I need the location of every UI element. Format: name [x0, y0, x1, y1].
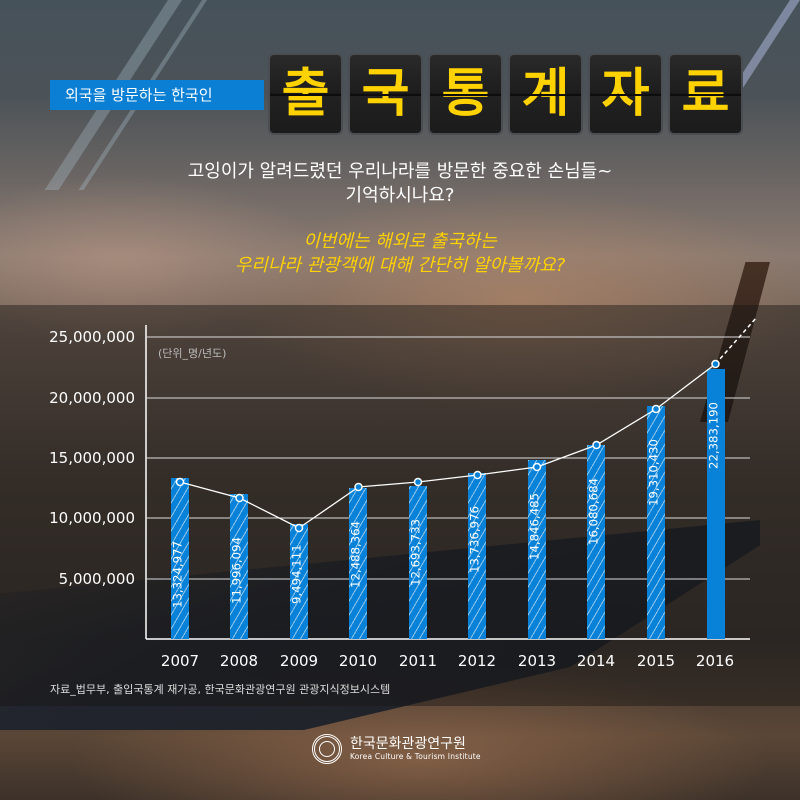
- bar-value: 16,080,684: [588, 478, 601, 545]
- y-tick-20m: 20,000,000: [49, 389, 135, 407]
- bar-2014: 16,080,684: [587, 445, 605, 639]
- bar-2008: 11,996,094: [230, 494, 248, 639]
- x-tick: 2013: [517, 652, 557, 670]
- source-note: 자료_법무부, 출입국통계 재가공, 한국문화관광연구원 관광지식정보시스템: [50, 683, 391, 696]
- bar-value: 9,494,111: [291, 544, 304, 604]
- bar-2007: 13,324,977: [171, 478, 189, 639]
- bar-value: 13,736,976: [469, 506, 482, 573]
- x-tick: 2014: [576, 652, 616, 670]
- bar-2010: 12,488,364: [349, 488, 367, 639]
- title-tile: 료: [668, 53, 743, 135]
- bar-value: 12,693,733: [410, 519, 423, 586]
- intro-white-line2: 기억하시나요?: [345, 185, 455, 206]
- intro-yellow-line1: 이번에는 해외로 출국하는: [303, 231, 497, 252]
- intro-highlight: 이번에는 해외로 출국하는 우리나라 관광객에 대해 간단히 알아볼까요?: [0, 230, 800, 278]
- bar-2013: 14,846,485: [528, 460, 546, 639]
- intro-white-line1: 고잉이가 알려드렸던 우리나라를 방문한 중요한 손님들~: [187, 161, 613, 182]
- x-tick: 2009: [279, 652, 319, 670]
- x-tick: 2011: [398, 652, 438, 670]
- x-tick: 2008: [219, 652, 259, 670]
- y-tick-15m: 15,000,000: [49, 449, 135, 467]
- institute-logo: 한국문화관광연구원 Korea Culture & Tourism Instit…: [312, 734, 481, 764]
- x-tick: 2012: [457, 652, 497, 670]
- bar-value: 22,383,190: [708, 402, 721, 469]
- title-flipboard: 출 국 통 계 자 료: [268, 53, 743, 135]
- intro-question: 고잉이가 알려드렸던 우리나라를 방문한 중요한 손님들~ 기억하시나요?: [0, 160, 800, 208]
- bar-value: 14,846,485: [529, 493, 542, 560]
- intro-yellow-line2: 우리나라 관광객에 대해 간단히 알아볼까요?: [234, 255, 566, 276]
- logo-name-en: Korea Culture & Tourism Institute: [350, 752, 481, 761]
- logo-ring-icon: [312, 734, 342, 764]
- title-tile: 통: [428, 53, 503, 135]
- x-tick: 2010: [338, 652, 378, 670]
- bar-value: 19,310,430: [648, 439, 661, 506]
- y-tick-25m: 25,000,000: [49, 328, 135, 346]
- title-tile: 계: [508, 53, 583, 135]
- bar-2011: 12,693,733: [409, 486, 427, 639]
- y-tick-5m: 5,000,000: [58, 570, 135, 588]
- unit-label: (단위_명/년도): [158, 347, 227, 360]
- bar-value: 12,488,364: [350, 521, 363, 588]
- title-tile: 국: [348, 53, 423, 135]
- bar-2012: 13,736,976: [468, 473, 486, 639]
- bar-2015: 19,310,430: [647, 406, 665, 639]
- subtitle-tag: 외국을 방문하는 한국인: [50, 80, 264, 110]
- bar-value: 11,996,094: [231, 537, 244, 604]
- bar-2016: 22,383,190: [707, 369, 725, 639]
- title-tile: 자: [588, 53, 663, 135]
- logo-name-ko: 한국문화관광연구원: [350, 736, 466, 752]
- y-tick-10m: 10,000,000: [49, 509, 135, 527]
- bar-value: 13,324,977: [172, 541, 185, 608]
- bar-2009: 9,494,111: [290, 524, 308, 639]
- x-tick: 2007: [160, 652, 200, 670]
- title-tile: 출: [268, 53, 343, 135]
- x-tick: 2015: [636, 652, 676, 670]
- x-tick: 2016: [695, 652, 735, 670]
